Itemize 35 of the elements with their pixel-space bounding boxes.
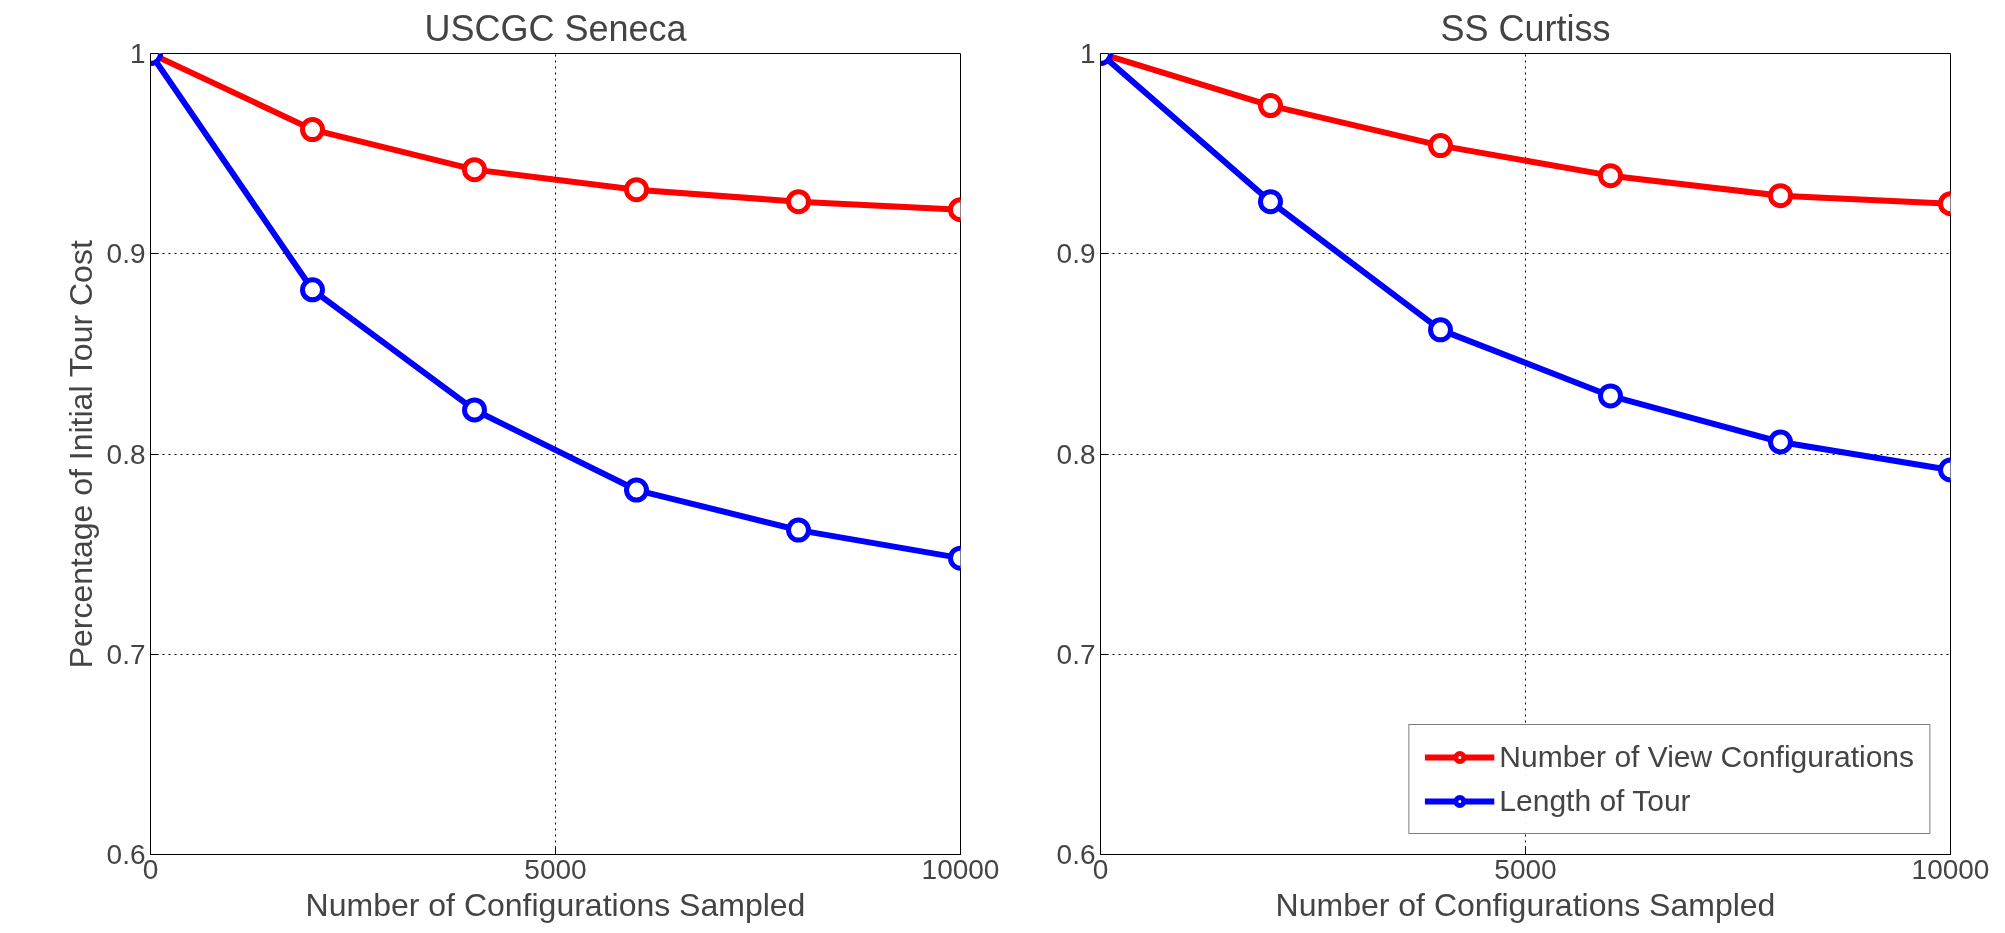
- y-tick-label: 0.7: [106, 638, 146, 670]
- point: [1768, 429, 1793, 455]
- y-tick-label: 1: [129, 38, 146, 69]
- point: [462, 157, 487, 183]
- chart-title: USCGC Seneca: [424, 7, 688, 49]
- point: [624, 177, 649, 203]
- point: [786, 517, 811, 543]
- y-tick-label: 0.9: [106, 238, 146, 270]
- point: [1428, 133, 1453, 159]
- y-tick-label: 0.8: [1056, 438, 1096, 470]
- y-tick-label: 0.8: [106, 438, 146, 470]
- point: [1258, 189, 1283, 215]
- legend-label: Length of Tour: [1499, 784, 1691, 818]
- point: [1598, 383, 1623, 409]
- point: [1768, 183, 1793, 209]
- x-axis-title: Number of Configurations Sampled: [305, 886, 806, 923]
- point: [624, 477, 649, 503]
- point: [1428, 317, 1453, 343]
- x-tick-label: 5000: [524, 853, 587, 885]
- y-tick-label: 1: [1079, 38, 1096, 69]
- point: [300, 117, 325, 143]
- x-tick-label: 5000: [1494, 853, 1557, 885]
- y-tick-label: 0.9: [1056, 238, 1096, 270]
- point: [1598, 163, 1623, 189]
- y-axis-title: Percentage of Initial Tour Cost: [62, 240, 99, 669]
- y-tick-label: 0.7: [1056, 638, 1096, 670]
- x-tick-label: 10000: [921, 853, 1000, 885]
- x-axis-title: Number of Configurations Sampled: [1275, 886, 1776, 923]
- chart-title: SS Curtiss: [1440, 7, 1611, 49]
- legend-label: Number of View Configurations: [1499, 740, 1914, 774]
- x-tick-label: 10000: [1911, 853, 1990, 885]
- point: [786, 189, 811, 215]
- point: [462, 397, 487, 423]
- point: [1258, 93, 1283, 119]
- point: [300, 277, 325, 303]
